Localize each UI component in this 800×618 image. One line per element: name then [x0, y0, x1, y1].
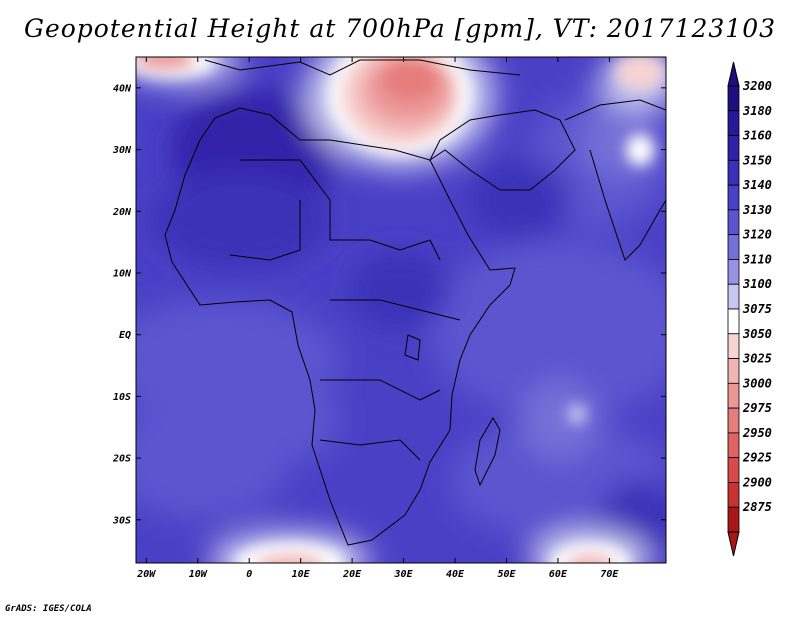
colorbar-swatch: [727, 358, 740, 384]
colorbar-swatch: [727, 259, 740, 285]
lat-tick-label: 10S: [113, 392, 131, 403]
colorbar-swatch: [727, 209, 740, 236]
colorbar-label: 3025: [742, 352, 772, 366]
colorbar-label: 3200: [742, 79, 772, 93]
lon-tick-label: 60E: [549, 569, 568, 580]
lon-tick-label: 50E: [497, 569, 516, 580]
colorbar-label: 3050: [742, 327, 772, 341]
colorbar-swatch: [727, 110, 740, 136]
colorbar-label: 2925: [742, 451, 772, 465]
colorbar-top-arrow: [727, 61, 740, 87]
colorbar-swatch: [727, 407, 740, 434]
colorbar-swatch: [727, 159, 740, 186]
colorbar-swatch: [727, 482, 740, 508]
lon-tick-label: 20W: [136, 569, 156, 580]
height-field: [136, 57, 666, 563]
colorbar-label: 3130: [742, 203, 772, 217]
lat-tick-label: 20S: [112, 454, 131, 465]
colorbar-swatch: [727, 85, 740, 112]
lat-tick-label: 30S: [112, 515, 131, 526]
colorbar-label: 3000: [742, 376, 772, 390]
plot-frame: [135, 56, 667, 564]
lon-tick-label: 10E: [292, 569, 311, 580]
colorbar-swatch: [727, 457, 740, 483]
colorbar-label: 3160: [742, 129, 772, 143]
colorbar-label: 3110: [742, 252, 772, 266]
colorbar-label: 3100: [742, 277, 772, 291]
colorbar-label: 3150: [742, 153, 772, 167]
colorbar-label: 3120: [742, 228, 772, 242]
lon-tick-label: 70E: [600, 569, 619, 580]
colorbar-label: 2900: [742, 475, 772, 489]
colorbar-label: 2975: [742, 401, 772, 415]
colorbar-label: 2875: [742, 500, 772, 514]
lat-tick-label: 40N: [113, 83, 132, 94]
lon-tick-label: 10W: [189, 569, 208, 580]
colorbar-label: 3180: [742, 104, 772, 118]
colorbar-swatch: [727, 382, 740, 409]
colorbar-label: 3075: [742, 302, 772, 316]
lat-tick-label: 20N: [112, 207, 132, 218]
longitude-axis: 20W 10W 0 10E 20E 30E 40E 50E 60E 70E: [136, 57, 619, 580]
colorbar-swatch: [727, 308, 740, 335]
colorbar-swatch: [727, 184, 740, 211]
colorbar-label: 2950: [742, 426, 772, 440]
colorbar-label: 3140: [742, 178, 772, 192]
map-title: Geopotential Height at 700hPa [gpm], VT:…: [23, 14, 777, 43]
lat-tick-label: EQ: [119, 330, 131, 341]
lon-tick-label: 40E: [446, 569, 465, 580]
software-credit: GrADS: IGES/COLA: [5, 604, 92, 614]
colorbar-swatch: [727, 432, 740, 459]
colorbar-swatch: [727, 234, 740, 260]
colorbar-bottom-arrow: [727, 531, 740, 557]
lat-tick-label: 30N: [112, 145, 132, 156]
coastlines: [164, 59, 666, 546]
colorbar-swatch: [727, 135, 740, 161]
colorbar-swatch: [727, 333, 740, 359]
latitude-axis: 40N 30N 20N 10N EQ 10S 20S 30S: [112, 83, 666, 526]
lon-tick-label: 20E: [342, 569, 362, 580]
colorbar: 3200 3180 3160 3150 3140 3130 3120 3110 3100 3075…: [727, 61, 772, 557]
lon-tick-label: 0: [246, 569, 252, 580]
lat-tick-label: 10N: [113, 268, 132, 279]
lon-tick-label: 30E: [394, 569, 414, 580]
colorbar-swatch: [727, 506, 740, 533]
colorbar-swatch: [727, 283, 740, 310]
